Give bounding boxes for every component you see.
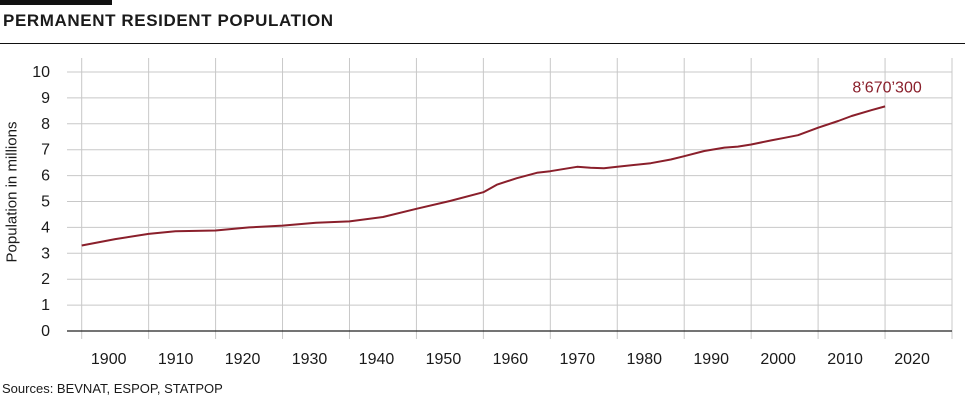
- y-tick-label: 1: [41, 297, 50, 314]
- title-accent-bar: [0, 0, 112, 5]
- y-tick-label: 8: [41, 116, 50, 133]
- population-series-line: [81, 105, 886, 247]
- y-tick-label: 4: [41, 219, 50, 236]
- x-tick-label: 1950: [426, 351, 462, 368]
- x-tick-label: 2020: [894, 351, 930, 368]
- y-tick-label: 3: [41, 245, 50, 262]
- x-axis-ticks: 1900 1910 1920 1930 1940 1950 1960 1970 1980 1990…: [91, 351, 930, 368]
- annotation-label: 8’670’300: [852, 79, 922, 96]
- x-tick-label: 1960: [493, 351, 529, 368]
- x-tick-label: 1930: [292, 351, 328, 368]
- x-tick-label: 1900: [91, 351, 127, 368]
- x-tick-label: 2010: [827, 351, 863, 368]
- x-tick-label: 1980: [626, 351, 662, 368]
- chart-title: PERMANENT RESIDENT POPULATION: [3, 11, 334, 30]
- y-tick-label: 6: [41, 168, 50, 185]
- y-tick-label: 7: [41, 142, 50, 159]
- x-tick-label: 1990: [693, 351, 729, 368]
- y-tick-label: 10: [32, 64, 50, 81]
- y-axis-label: Population in millions: [3, 121, 21, 263]
- x-tick-label: 1920: [225, 351, 261, 368]
- x-tick-label: 1940: [359, 351, 395, 368]
- x-tick-label: 2000: [760, 351, 796, 368]
- x-tick-label: 1970: [560, 351, 596, 368]
- y-axis-label-wrap: Population in millions: [2, 92, 22, 292]
- y-tick-label: 2: [41, 271, 50, 288]
- y-tick-label: 0: [41, 323, 50, 340]
- x-tick-label: 1910: [158, 351, 194, 368]
- y-tick-label: 9: [41, 90, 50, 107]
- y-tick-label: 5: [41, 194, 50, 211]
- grid: [67, 58, 953, 339]
- source-note: Sources: BEVNAT, ESPOP, STATPOP: [2, 381, 223, 396]
- y-axis-ticks: 0 1 2 3 4 5 6 7 8 9 10: [32, 64, 50, 340]
- title-rule: [0, 43, 965, 44]
